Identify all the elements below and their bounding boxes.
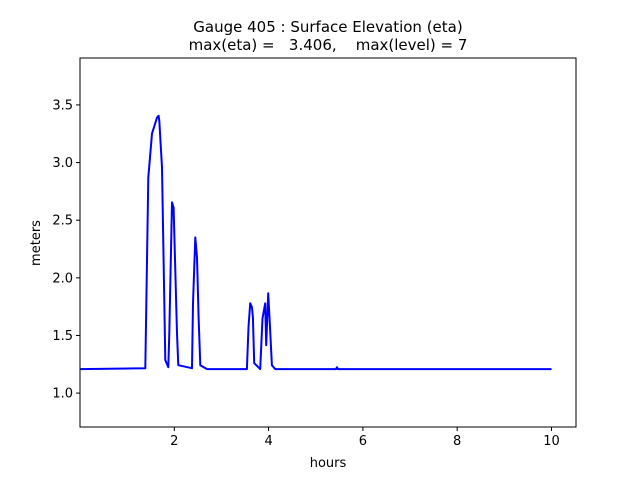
y-tick-label: 1.5 bbox=[52, 329, 73, 344]
x-tick-label: 8 bbox=[453, 434, 461, 449]
x-tick-label: 4 bbox=[264, 434, 272, 449]
series-line-eta bbox=[79, 114, 552, 371]
chart-title: Gauge 405 : Surface Elevation (eta) bbox=[193, 18, 462, 36]
x-tick-label: 2 bbox=[170, 434, 178, 449]
y-tick-label: 3.0 bbox=[52, 156, 73, 171]
y-tick-label: 2.5 bbox=[52, 214, 73, 229]
x-axis: 2 4 6 8 10 bbox=[170, 427, 560, 449]
x-tick-label: 10 bbox=[543, 434, 560, 449]
y-tick-label: 3.5 bbox=[52, 98, 73, 113]
y-tick-label: 2.0 bbox=[52, 271, 73, 286]
y-axis-label: meters bbox=[29, 220, 44, 266]
x-axis-label: hours bbox=[310, 456, 347, 471]
y-tick-label: 1.0 bbox=[52, 387, 73, 402]
x-tick-label: 6 bbox=[359, 434, 367, 449]
y-axis: 1.0 1.5 2.0 2.5 3.0 3.5 bbox=[52, 98, 80, 402]
plot-area bbox=[79, 114, 552, 371]
axes-frame bbox=[79, 57, 577, 428]
chart-subtitle: max(eta) = 3.406, max(level) = 7 bbox=[189, 36, 468, 54]
